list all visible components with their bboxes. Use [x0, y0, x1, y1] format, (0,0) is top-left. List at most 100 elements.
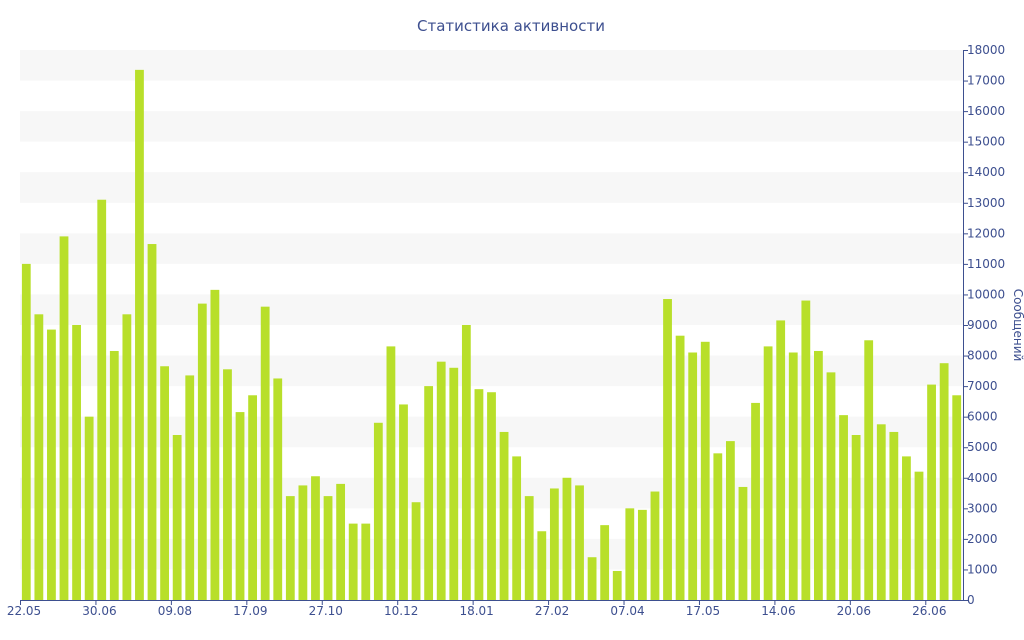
bar	[864, 340, 874, 600]
x-tick-label: 27.10	[309, 604, 343, 618]
y-tick-label: 6000	[967, 410, 998, 424]
grid-band	[20, 294, 963, 325]
y-tick-label: 1000	[967, 562, 998, 576]
y-tick-label: 15000	[967, 135, 1005, 149]
bar	[688, 352, 698, 600]
bar	[21, 263, 31, 600]
y-tick-label: 16000	[967, 104, 1005, 118]
y-tick-label: 17000	[967, 74, 1005, 88]
y-tick-label: 13000	[967, 196, 1005, 210]
bar	[889, 431, 899, 600]
bar	[914, 471, 924, 600]
bar	[801, 300, 811, 600]
bar	[59, 236, 69, 600]
y-tick-label: 9000	[967, 318, 998, 332]
bar	[273, 378, 283, 600]
bar	[524, 496, 534, 600]
bar	[47, 329, 56, 600]
grid-band	[20, 233, 963, 264]
y-tick-label: 8000	[967, 349, 998, 363]
bar	[386, 346, 396, 600]
bar	[725, 441, 735, 600]
y-tick-label: 3000	[967, 501, 998, 515]
bar	[487, 392, 496, 600]
x-tick-label: 18.01	[459, 604, 493, 618]
bar	[600, 525, 610, 600]
bar	[939, 363, 949, 600]
x-tick-label: 14.06	[761, 604, 795, 618]
y-axis-ticks: 0 1000 2000 3000 4000 5000 6000 7000 8000 9000 100…	[963, 43, 1005, 607]
bar	[298, 485, 308, 600]
bar	[738, 486, 748, 600]
bar	[411, 502, 421, 600]
bar	[72, 325, 81, 600]
y-tick-label: 5000	[967, 440, 998, 454]
x-tick-label: 07.04	[610, 604, 644, 618]
bar	[751, 402, 760, 600]
bar	[776, 320, 786, 600]
grid-band	[20, 111, 963, 142]
bar	[361, 523, 371, 600]
y-tick-label: 4000	[967, 471, 998, 485]
y-tick-label: 14000	[967, 165, 1005, 179]
grid-band	[20, 172, 963, 203]
bar	[373, 422, 383, 600]
y-tick-label: 12000	[967, 226, 1005, 240]
bar	[97, 199, 107, 600]
bar	[826, 372, 836, 600]
bar	[210, 289, 220, 600]
y-tick-label: 10000	[967, 287, 1005, 301]
bar	[902, 456, 911, 600]
grid-band	[20, 50, 963, 81]
bar	[499, 431, 509, 600]
bar	[449, 367, 459, 600]
y-tick-label: 11000	[967, 257, 1005, 271]
bar	[587, 557, 597, 600]
bar	[336, 483, 346, 600]
bar	[109, 350, 119, 600]
bar	[474, 389, 484, 600]
bar	[172, 435, 182, 600]
bar	[512, 456, 522, 600]
bar	[788, 352, 798, 600]
y-tick-label: 7000	[967, 379, 998, 393]
bar	[348, 523, 358, 600]
bar	[537, 531, 547, 600]
bar	[675, 335, 685, 600]
y-tick-label: 2000	[967, 532, 998, 546]
bar	[549, 488, 559, 600]
bar	[637, 509, 647, 600]
bar	[424, 386, 434, 600]
bar	[223, 369, 232, 600]
chart-title: Статистика активности	[417, 17, 605, 35]
x-axis-ticks: 22.05 30.06 09.08 17.09 27.10 10.12 18.01 27.02…	[7, 600, 946, 618]
bar	[84, 416, 94, 600]
x-tick-label: 09.08	[158, 604, 192, 618]
bar	[562, 477, 572, 600]
bar	[34, 314, 44, 600]
bar-series	[21, 69, 962, 601]
bar	[763, 346, 773, 600]
x-tick-label: 10.12	[384, 604, 418, 618]
bar	[285, 496, 295, 600]
bar	[260, 306, 270, 600]
y-tick-label: 18000	[967, 43, 1005, 57]
x-tick-label: 22.05	[7, 604, 41, 618]
x-tick-label: 17.09	[233, 604, 267, 618]
bar	[650, 491, 660, 600]
x-tick-label: 30.06	[82, 604, 116, 618]
bar	[851, 435, 861, 600]
bar	[122, 314, 132, 600]
bar	[663, 299, 672, 600]
x-tick-label: 26.06	[912, 604, 946, 618]
bar	[399, 404, 408, 600]
bar	[311, 476, 320, 600]
bar	[814, 350, 823, 600]
bar	[185, 375, 195, 600]
bar	[927, 384, 936, 600]
bar	[700, 341, 710, 600]
bar	[248, 395, 258, 600]
bar	[160, 366, 169, 600]
x-tick-label: 20.06	[837, 604, 871, 618]
